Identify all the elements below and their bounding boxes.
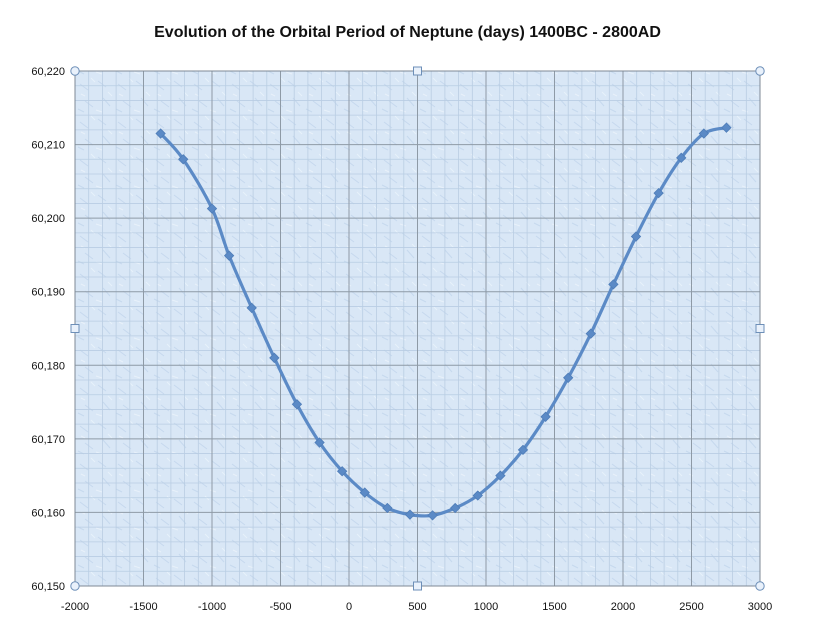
x-tick-label: -1500: [129, 601, 157, 613]
y-tick-label: 60,150: [31, 581, 65, 593]
series-line: [159, 126, 729, 518]
data-point: [178, 154, 189, 165]
selection-handle-corner: [70, 66, 80, 76]
data-point: [382, 502, 393, 514]
data-point: [472, 490, 483, 501]
data-point: [676, 152, 687, 163]
x-tick-label: 1000: [474, 601, 498, 613]
x-tick-label: -500: [269, 601, 291, 613]
y-axis-tick-labels: 60,150 60,160 60,170 60,180 60,190 60,200 60,2…: [31, 66, 65, 593]
data-point: [653, 187, 664, 199]
data-point: [495, 470, 506, 481]
data-point: [291, 399, 303, 410]
selection-handle-side: [755, 324, 765, 333]
x-tick-label: 0: [346, 601, 352, 613]
selection-handles: [70, 66, 765, 591]
data-point: [630, 231, 642, 242]
data-point: [359, 487, 370, 498]
data-point: [608, 279, 619, 290]
data-point: [404, 509, 416, 520]
selection-handle-corner: [70, 581, 80, 591]
series-line-group: [159, 126, 729, 518]
y-tick-label: 60,170: [31, 434, 65, 446]
series-markers: [155, 122, 732, 521]
data-point: [336, 466, 348, 477]
selection-handle-corner: [755, 581, 765, 591]
data-point: [314, 437, 325, 448]
selection-handle-corner: [755, 66, 765, 76]
data-point: [563, 372, 574, 383]
x-tick-label: -2000: [61, 601, 89, 613]
data-point: [585, 328, 596, 339]
data-point: [206, 203, 218, 214]
y-tick-label: 60,180: [31, 360, 65, 372]
x-tick-label: 500: [408, 601, 426, 613]
data-point: [517, 444, 529, 456]
data-point: [427, 510, 438, 521]
data-point: [155, 128, 166, 139]
selection-handle-side: [413, 581, 422, 591]
data-point: [269, 352, 280, 364]
data-point: [540, 411, 551, 422]
data-point: [698, 128, 709, 139]
x-tick-label: 3000: [748, 601, 772, 613]
data-point: [246, 302, 257, 314]
y-tick-label: 60,220: [31, 66, 65, 78]
x-tick-label: 1500: [542, 601, 566, 613]
y-tick-label: 60,160: [31, 507, 65, 519]
x-tick-label: -1000: [198, 601, 226, 613]
x-axis-tick-labels: -2000 -1500 -1000 -500 0 500 1000 1500 2000 2500 3…: [61, 601, 772, 613]
data-point: [450, 502, 461, 514]
x-tick-label: 2500: [679, 601, 703, 613]
y-tick-label: 60,190: [31, 287, 65, 299]
selection-handle-side: [413, 66, 422, 76]
data-point: [721, 122, 732, 133]
chart-title: Evolution of the Orbital Period of Neptu…: [154, 24, 661, 41]
x-tick-label: 2000: [611, 601, 635, 613]
y-tick-label: 60,210: [31, 140, 65, 152]
selection-handle-side: [70, 324, 80, 333]
data-point: [223, 250, 235, 261]
y-tick-label: 60,200: [31, 213, 65, 225]
